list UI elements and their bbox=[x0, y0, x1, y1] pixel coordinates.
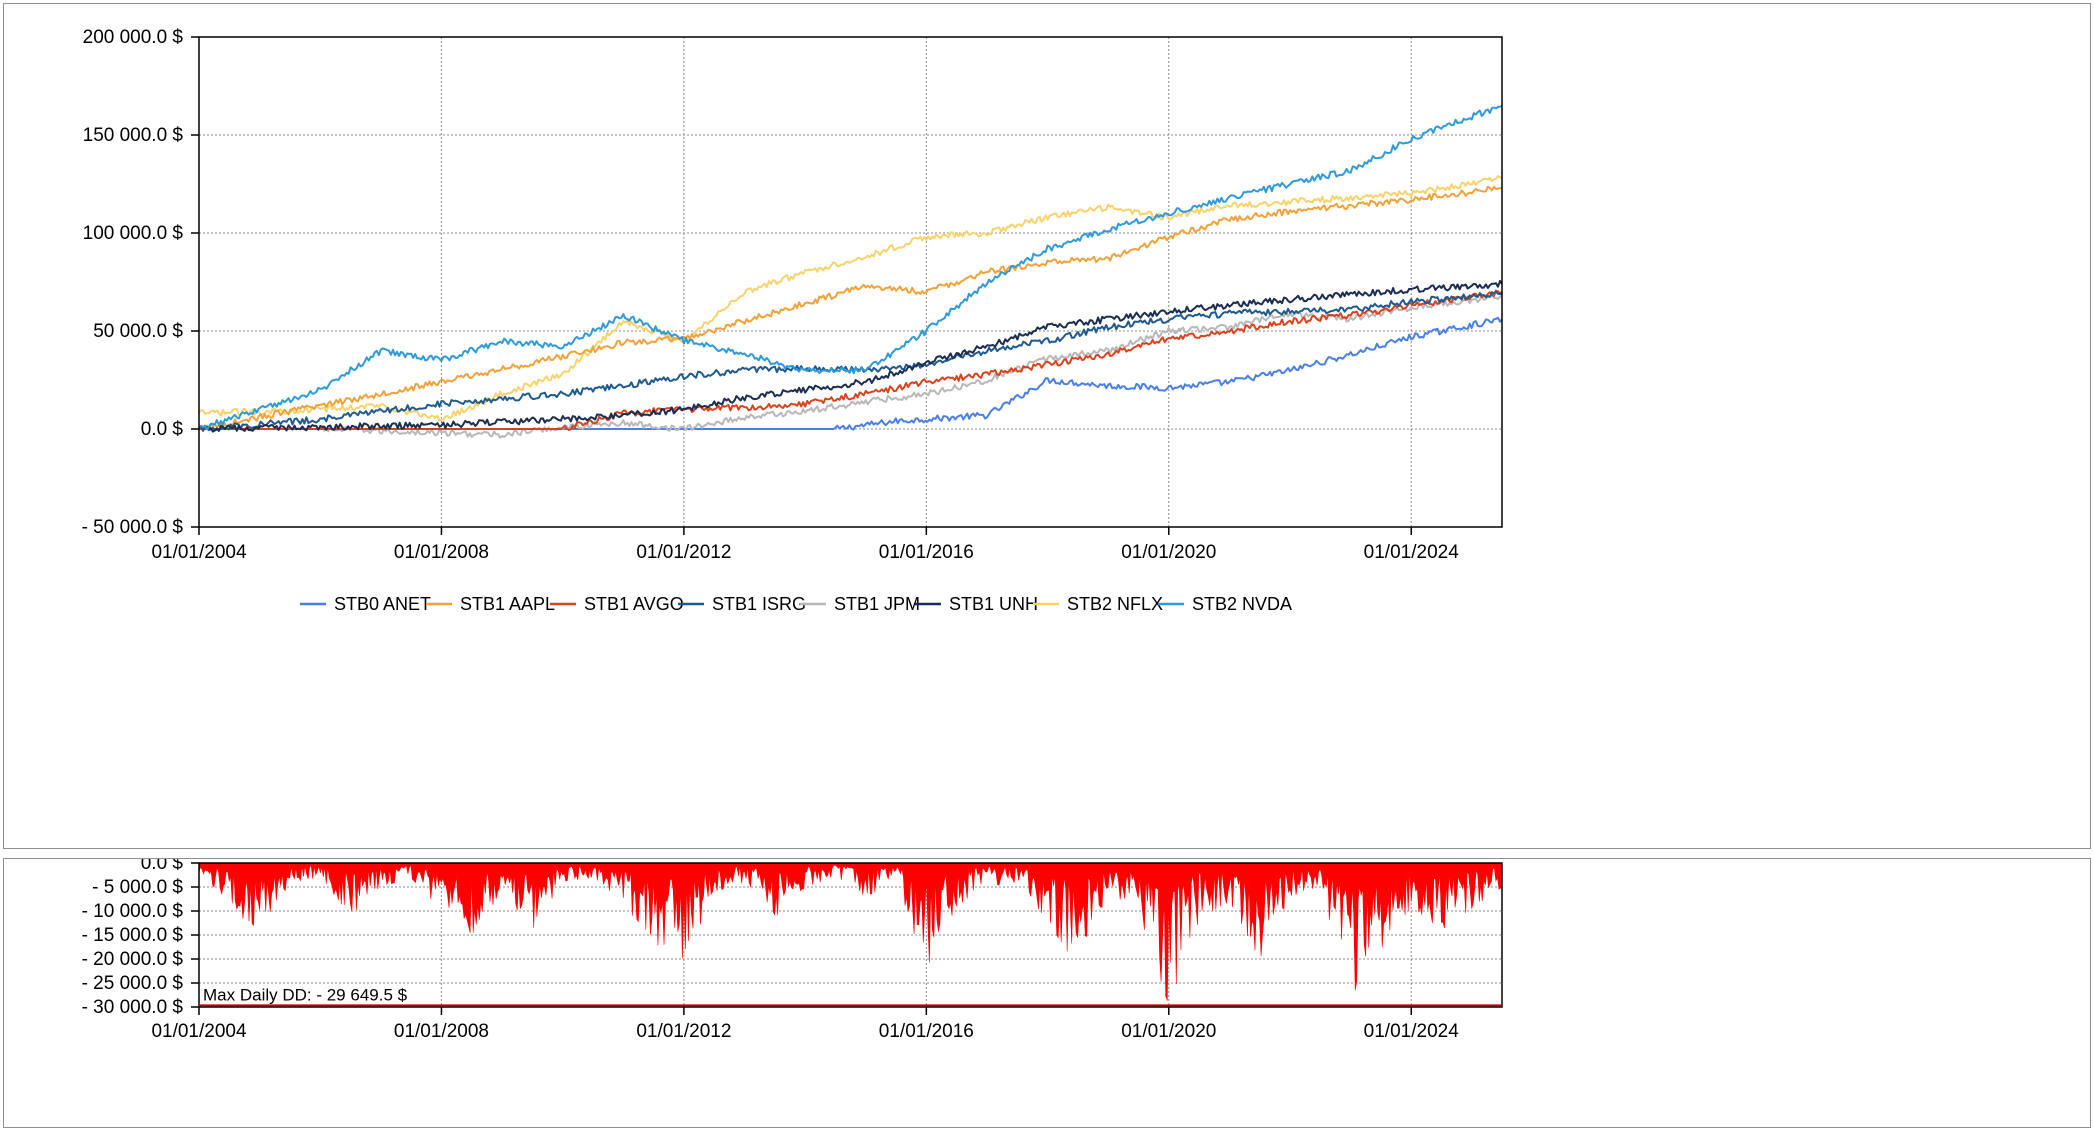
drawdown-chart: 0.0 $ - 5 000.0 $ - 10 000.0 $ - 15 000.0 $… bbox=[82, 859, 1503, 1042]
legend-label: STB1 AVGO bbox=[584, 594, 684, 614]
y-tick-label: - 15 000.0 $ bbox=[82, 925, 184, 946]
y-tick-label: - 10 000.0 $ bbox=[82, 901, 184, 922]
legend-label: STB1 JPM bbox=[834, 594, 920, 614]
x-tick-label: 01/01/2012 bbox=[636, 1021, 731, 1042]
drawdown-fill bbox=[198, 862, 1503, 1001]
series-line-stb2-nvda bbox=[198, 104, 1503, 431]
y-tick-label: 150 000.0 $ bbox=[83, 125, 184, 146]
series-line-stb2-nflx bbox=[198, 175, 1503, 422]
x-tick-label: 01/01/2008 bbox=[394, 542, 489, 563]
x-tick-label: 01/01/2004 bbox=[151, 542, 247, 563]
y-tick-label: 50 000.0 $ bbox=[93, 321, 183, 342]
equity-chart: 200 000.0 $ 150 000.0 $ 100 000.0 $ 50 000.… bbox=[82, 27, 1503, 614]
max-dd-annotation: Max Daily DD: - 29 649.5 $ bbox=[203, 985, 408, 1004]
x-tick-label: 01/01/2012 bbox=[636, 542, 731, 563]
y-tick-label: - 20 000.0 $ bbox=[82, 949, 184, 970]
x-tick-label: 01/01/2020 bbox=[1121, 542, 1216, 563]
y-tick-label: 100 000.0 $ bbox=[83, 223, 184, 244]
x-tick-label: 01/01/2004 bbox=[151, 1021, 247, 1042]
series-line-stb1-jpm bbox=[199, 293, 1503, 439]
x-tick-label: 01/01/2016 bbox=[879, 542, 974, 563]
series-lines bbox=[198, 104, 1503, 439]
y-tick-label: - 5 000.0 $ bbox=[92, 877, 183, 898]
axes bbox=[191, 862, 1503, 1015]
plot-frame bbox=[198, 862, 1503, 1008]
x-tick-label: 01/01/2024 bbox=[1364, 542, 1460, 563]
x-tick-label: 01/01/2024 bbox=[1364, 1021, 1460, 1042]
legend-label: STB2 NFLX bbox=[1067, 594, 1163, 614]
y-tick-label: - 50 000.0 $ bbox=[82, 517, 184, 538]
series-line-stb1-aapl bbox=[198, 185, 1503, 431]
legend-label: STB1 ISRG bbox=[712, 594, 806, 614]
legend-label: STB1 AAPL bbox=[460, 594, 555, 614]
y-tick-label: 0.0 $ bbox=[141, 419, 184, 440]
legend-label: STB1 UNH bbox=[949, 594, 1038, 614]
series-line-stb0-anet bbox=[199, 316, 1503, 431]
series-line-stb1-unh bbox=[198, 280, 1503, 433]
y-tick-label: 0.0 $ bbox=[141, 859, 184, 874]
y-ticks: 200 000.0 $ 150 000.0 $ 100 000.0 $ 50 000.… bbox=[82, 27, 184, 538]
x-ticks: 01/01/2004 01/01/2008 01/01/2012 01/01/2016… bbox=[151, 542, 1459, 563]
y-ticks: 0.0 $ - 5 000.0 $ - 10 000.0 $ - 15 000.0 $… bbox=[82, 859, 184, 1018]
y-tick-label: - 25 000.0 $ bbox=[82, 973, 184, 994]
drawdown-chart-panel: 0.0 $ - 5 000.0 $ - 10 000.0 $ - 15 000.0 $… bbox=[3, 858, 2091, 1128]
legend-label: STB0 ANET bbox=[334, 594, 431, 614]
x-ticks: 01/01/2004 01/01/2008 01/01/2012 01/01/2016… bbox=[151, 1021, 1459, 1042]
series-line-stb1-avgo bbox=[199, 289, 1503, 431]
x-tick-label: 01/01/2008 bbox=[394, 1021, 489, 1042]
y-tick-label: - 30 000.0 $ bbox=[82, 997, 184, 1018]
legend-label: STB2 NVDA bbox=[1192, 594, 1292, 614]
equity-chart-panel: 200 000.0 $ 150 000.0 $ 100 000.0 $ 50 000.… bbox=[3, 3, 2091, 849]
plot-frame bbox=[198, 36, 1503, 528]
drawdown-area bbox=[198, 862, 1503, 1001]
axes bbox=[191, 36, 1503, 535]
x-tick-label: 01/01/2020 bbox=[1121, 1021, 1216, 1042]
x-tick-label: 01/01/2016 bbox=[879, 1021, 974, 1042]
grid bbox=[199, 37, 1502, 527]
legend: STB0 ANET STB1 AAPL STB1 AVGO STB1 ISRG STB1… bbox=[300, 594, 1292, 614]
max-dd-annotation-group: Max Daily DD: - 29 649.5 $ bbox=[199, 985, 1502, 1007]
y-tick-label: 200 000.0 $ bbox=[83, 27, 184, 48]
